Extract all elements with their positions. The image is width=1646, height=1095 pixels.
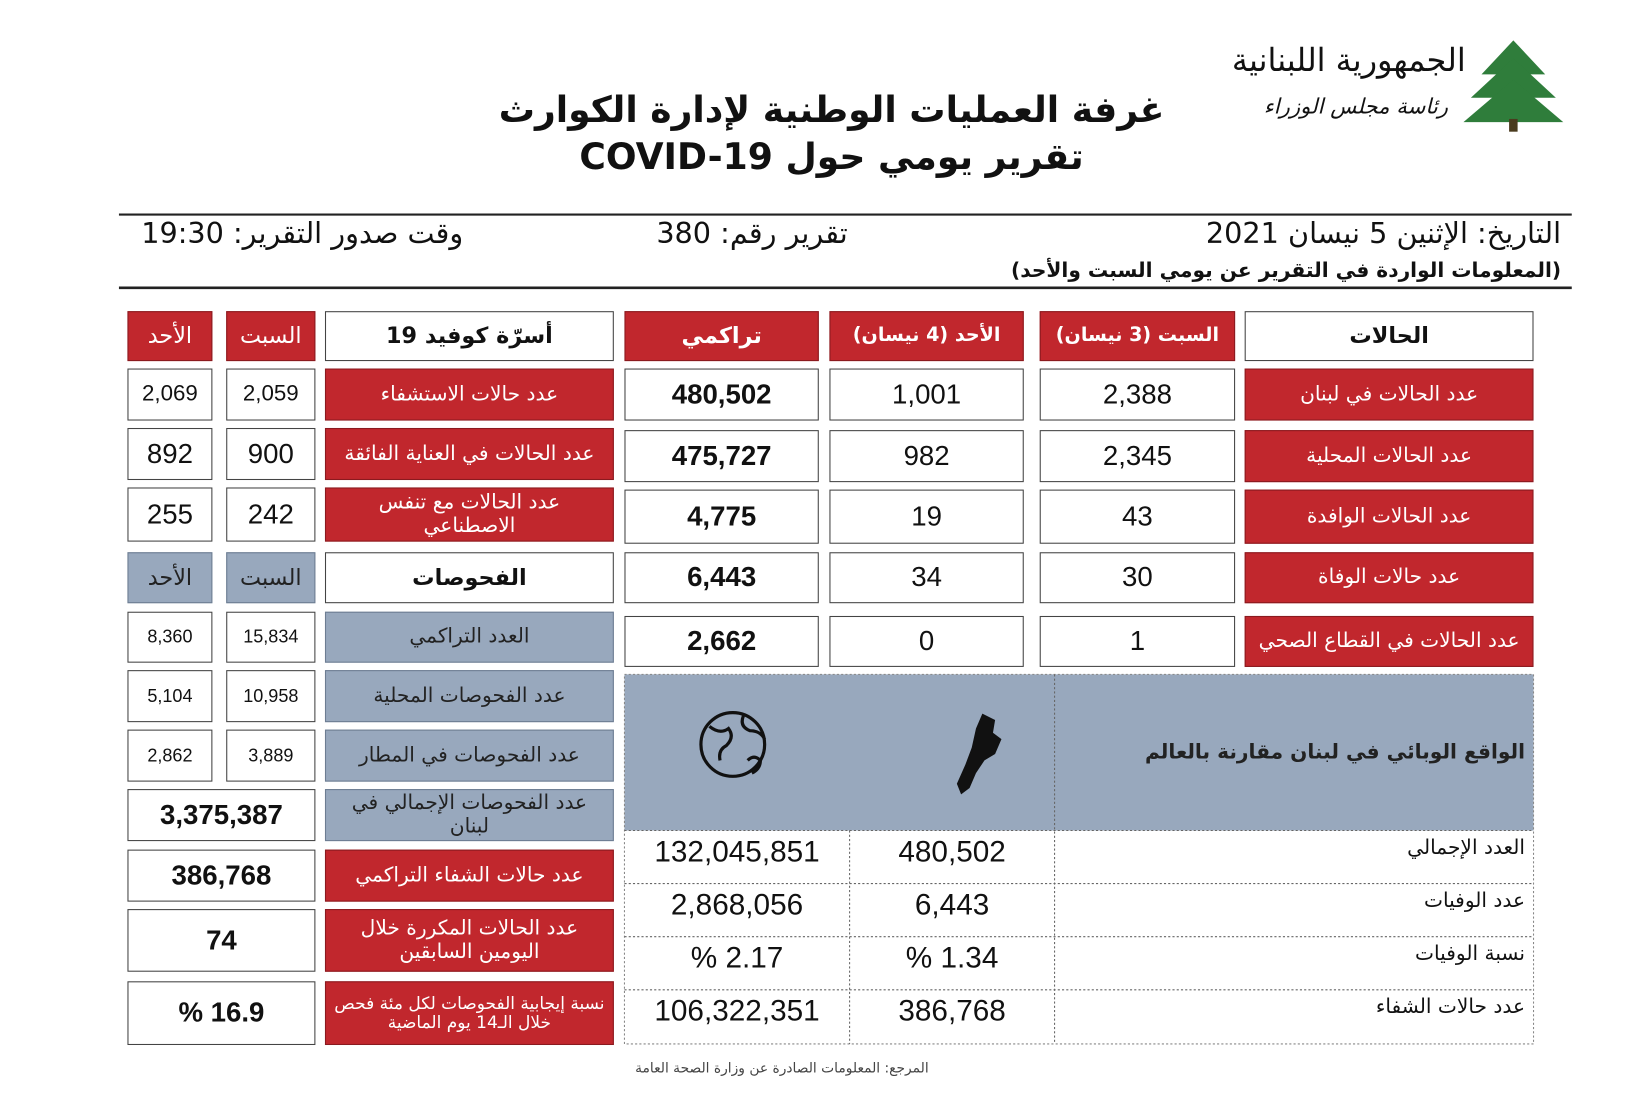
cases-value: 982	[829, 430, 1024, 483]
beds-row-label: عدد الحالات مع تنفس الاصطناعي	[324, 487, 614, 542]
comparison-world: 132,045,851	[654, 834, 820, 868]
summary-label: عدد الفحوصات الإجمالي في لبنان	[324, 789, 614, 842]
beds-row-label: عدد حالات الاستشفاء	[324, 368, 614, 421]
logo-subtext: رئاسة مجلس الوزراء	[1263, 93, 1449, 119]
cases-header: السبت (3 نيسان)	[1039, 311, 1236, 362]
cases-value: 30	[1039, 552, 1236, 604]
summary-value: 74	[127, 909, 316, 972]
cases-value: 6,443	[624, 552, 819, 604]
comparison-label: نسبة الوفيات	[1415, 941, 1526, 966]
beds-value: 255	[127, 487, 213, 542]
beds-value: 892	[127, 427, 213, 481]
source-note: المرجع: المعلومات الصادرة عن وزارة الصحة…	[635, 1060, 929, 1077]
cases-header: الحالات	[1244, 311, 1534, 362]
summary-value: 3,375,387	[127, 789, 316, 842]
tests-header: الفحوصات	[324, 552, 614, 604]
tests-value: 5,104	[127, 670, 213, 723]
beds-header: السبت	[226, 311, 316, 362]
cases-row-label: عدد الحالات المحلية	[1244, 430, 1534, 483]
tests-row-label: العدد التراكمي	[324, 611, 614, 663]
comparison-world: 2.17 %	[690, 940, 784, 974]
summary-label: عدد الحالات المكررة خلال اليومين السابقي…	[324, 909, 614, 972]
cases-header: تراكمي	[624, 311, 819, 362]
tests-header: الأحد	[127, 552, 213, 604]
summary-label: نسبة إيجابية الفحوصات لكل مئة فحص خلال ا…	[324, 981, 614, 1046]
cases-row-label: عدد الحالات في القطاع الصحي	[1244, 615, 1534, 667]
beds-value: 900	[226, 427, 316, 481]
report-time: وقت صدور التقرير: 19:30	[141, 217, 464, 251]
globe-icon	[699, 711, 767, 778]
beds-value: 2,069	[127, 368, 213, 421]
cases-value: 34	[829, 552, 1024, 604]
beds-value: 2,059	[226, 368, 316, 421]
cases-value: 43	[1039, 489, 1236, 544]
tests-value: 10,958	[226, 670, 316, 723]
tests-value: 15,834	[226, 611, 316, 663]
comparison-lebanon: 1.34 %	[905, 940, 999, 974]
summary-value: 16.9 %	[127, 981, 316, 1046]
comparison-lebanon: 386,768	[898, 994, 1006, 1027]
tests-value: 2,862	[127, 729, 213, 782]
report-number: تقرير رقم: 380	[656, 217, 848, 251]
cases-value: 1	[1039, 615, 1236, 667]
cases-value: 0	[829, 615, 1024, 667]
summary-label: عدد حالات الشفاء التراكمي	[324, 849, 614, 902]
cedar-logo	[1463, 40, 1564, 132]
cases-value: 1,001	[829, 368, 1024, 421]
comparison-header-bg	[624, 674, 1534, 831]
cases-value: 2,388	[1039, 368, 1236, 421]
logo-text: الجمهورية اللبنانية	[1231, 42, 1466, 80]
cases-row-label: عدد الحالات في لبنان	[1244, 368, 1534, 421]
tests-row-label: عدد الفحوصات المحلية	[324, 670, 614, 723]
beds-header: الأحد	[127, 311, 213, 362]
comparison-label: عدد الوفيات	[1423, 888, 1526, 913]
comparison-label: العدد الإجمالي	[1407, 835, 1526, 860]
subtitle: تقرير يومي حول COVID-19	[579, 135, 1084, 179]
cases-value: 480,502	[624, 368, 819, 421]
cases-value: 475,727	[624, 430, 819, 483]
report-note: (المعلومات الواردة في التقرير عن يومي ال…	[1010, 259, 1562, 283]
comparison-lebanon: 480,502	[898, 834, 1006, 868]
comparison-label: عدد حالات الشفاء	[1375, 995, 1526, 1019]
tests-header: السبت	[226, 552, 316, 604]
comparison-world: 2,868,056	[670, 887, 804, 921]
comparison-row-lines	[624, 829, 1534, 991]
cases-row-label: عدد حالات الوفاة	[1244, 552, 1534, 604]
cases-value: 2,345	[1039, 430, 1236, 483]
summary-value: 386,768	[127, 849, 316, 902]
report-date: التاريخ: الإثنين 5 نيسان 2021	[1205, 217, 1562, 251]
lebanon-map-icon	[956, 713, 1002, 795]
beds-header: أسرّة كوفيد 19	[324, 311, 614, 362]
cases-value: 19	[829, 489, 1024, 544]
cases-row-label: عدد الحالات الوافدة	[1244, 489, 1534, 544]
cases-header: الأحد (4 نيسان)	[829, 311, 1024, 362]
beds-value: 242	[226, 487, 316, 542]
comparison-title: الواقع الوبائي في لبنان مقارنة بالعالم	[1144, 739, 1526, 764]
tests-row-label: عدد الفحوصات في المطار	[324, 729, 614, 782]
comparison-world: 106,322,351	[654, 994, 820, 1027]
cases-value: 2,662	[624, 615, 819, 667]
comparison-lebanon: 6,443	[914, 887, 990, 921]
cases-value: 4,775	[624, 489, 819, 544]
title: غرفة العمليات الوطنية لإدارة الكوارث	[498, 89, 1165, 132]
tests-value: 3,889	[226, 729, 316, 782]
beds-row-label: عدد الحالات في العناية الفائقة	[324, 427, 614, 481]
tests-value: 8,360	[127, 611, 213, 663]
